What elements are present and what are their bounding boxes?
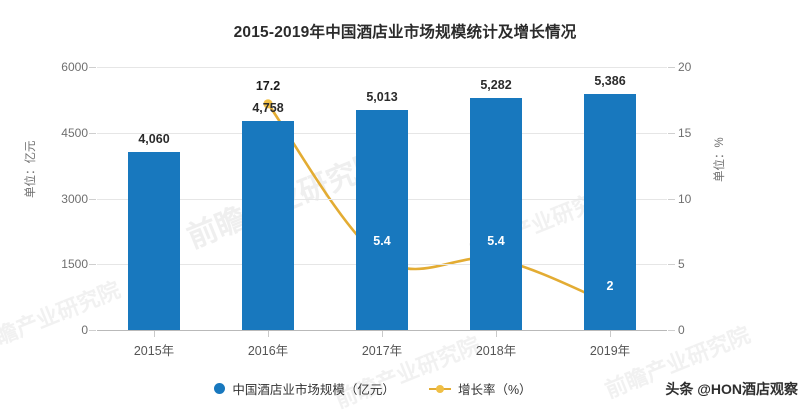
x-axis-tick xyxy=(154,331,155,337)
bar-2017年[interactable] xyxy=(356,110,408,330)
growth-rate-point[interactable] xyxy=(263,99,273,109)
plot-area xyxy=(89,67,675,331)
source-watermark: 头条 @HON酒店观察 xyxy=(665,381,798,397)
line-marker-icon xyxy=(428,383,451,394)
growth-rate-value-label: 17.2 xyxy=(255,78,281,93)
bar-value-label: 5,013 xyxy=(366,90,398,105)
y-axis-left-tick-label: 0 xyxy=(81,323,88,337)
y-axis-left-tick xyxy=(89,264,96,266)
bar-2018年[interactable] xyxy=(470,98,522,330)
chart-title: 2015-2019年中国酒店业市场规模统计及增长情况 xyxy=(233,24,577,41)
y-axis-right-tick xyxy=(668,132,675,134)
x-axis-tick xyxy=(268,331,269,337)
circle-marker-icon xyxy=(214,383,226,394)
y-axis-right-tick xyxy=(668,67,675,68)
chart-legend: 中国酒店业市场规模（亿元） 增长率（%） xyxy=(0,379,778,398)
y-axis-right-tick xyxy=(668,330,675,331)
y-axis-right-tick-label: 20 xyxy=(678,60,692,74)
y-axis-left-tick-label: 1500 xyxy=(61,257,88,272)
x-axis-tick-label: 2019年 xyxy=(589,344,631,358)
y-axis-right-tick-label: 15 xyxy=(678,125,692,140)
y-axis-left-tick-label: 3000 xyxy=(61,191,88,206)
legend-label: 中国酒店业市场规模（亿元） xyxy=(232,383,395,397)
growth-rate-value-label: 5.4 xyxy=(487,233,505,248)
x-axis-tick-label: 2016年 xyxy=(247,344,289,358)
x-axis-tick xyxy=(382,331,383,337)
legend-item-market-size[interactable]: 中国酒店业市场规模（亿元） xyxy=(214,379,395,398)
bar-value-label: 5,282 xyxy=(480,78,512,93)
y-axis-left-tick xyxy=(89,67,96,68)
chart-container: 前瞻产业研究院 前瞻产业研究院 前瞻产业研究院 前瞻产业研究院 前瞻产业研究院 … xyxy=(0,24,754,413)
axis-baseline xyxy=(97,330,667,331)
bar-2015年[interactable] xyxy=(128,152,180,330)
y-axis-right-tick xyxy=(668,264,675,266)
y-axis-left-tick-label: 4500 xyxy=(61,125,88,140)
bar-2016年[interactable] xyxy=(242,121,294,330)
y-axis-left-tick xyxy=(89,198,96,200)
gridline xyxy=(97,67,667,68)
y-axis-right-title: 单位：% xyxy=(714,137,726,182)
growth-rate-line xyxy=(266,102,612,305)
x-axis-tick-label: 2015年 xyxy=(133,344,175,358)
bar-value-label: 4,758 xyxy=(252,101,284,116)
y-axis-right-tick-label: 0 xyxy=(678,323,685,337)
y-axis-right-tick-label: 10 xyxy=(678,191,692,206)
legend-label: 增长率（%） xyxy=(457,383,532,397)
x-axis-tick xyxy=(610,331,611,337)
y-axis-right-tick xyxy=(668,198,675,200)
y-axis-right-tick-label: 5 xyxy=(678,257,685,272)
growth-rate-value-label: 5.4 xyxy=(373,233,391,248)
x-axis-tick-label: 2017年 xyxy=(361,344,403,358)
x-axis-tick xyxy=(496,331,497,337)
legend-item-growth-rate[interactable]: 增长率（%） xyxy=(428,379,532,398)
y-axis-left-tick-label: 6000 xyxy=(61,60,88,74)
y-axis-left-tick xyxy=(89,330,96,331)
growth-rate-value-label: 2 xyxy=(606,278,614,293)
bar-value-label: 5,386 xyxy=(594,73,626,88)
y-axis-left-tick xyxy=(89,132,96,134)
bar-value-label: 4,060 xyxy=(138,132,170,147)
x-axis-tick-label: 2018年 xyxy=(475,344,517,358)
bar-2019年[interactable] xyxy=(584,93,636,330)
y-axis-left-title: 单位：亿元 xyxy=(25,140,37,199)
